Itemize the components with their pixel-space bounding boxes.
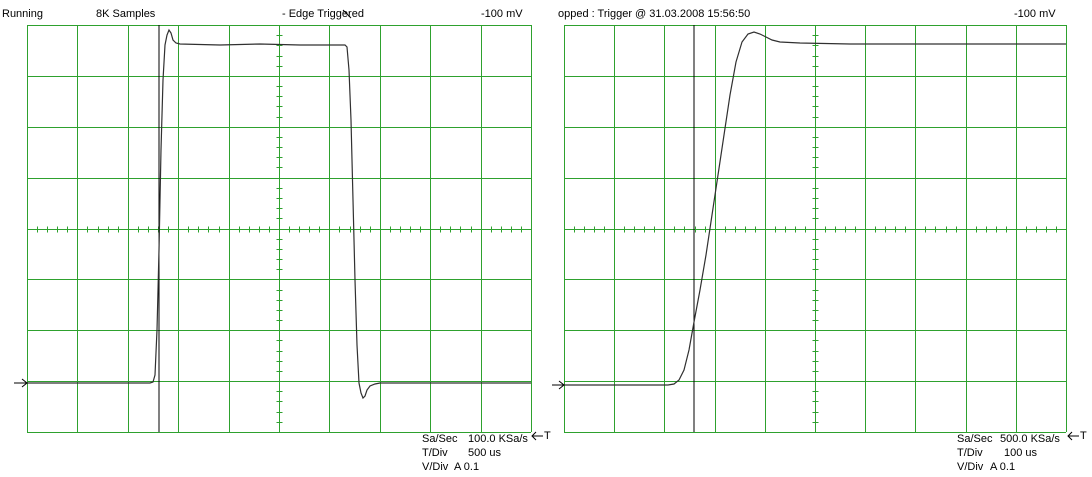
right-status-text: opped : Trigger @ 31.03.2008 15:56:50 [558, 8, 751, 20]
left-ground-marker[interactable] [14, 378, 28, 388]
right-ground-marker[interactable] [552, 380, 565, 390]
left-sa-sec-value: 100.0 KSa/s [468, 433, 528, 445]
left-t-marker: T [544, 430, 551, 442]
right-sa-sec-label: Sa/Sec [957, 433, 993, 445]
right-graticule [564, 25, 1067, 433]
left-v-div-value: A 0.1 [454, 461, 480, 473]
right-t-div-value: 100 us [1004, 447, 1038, 459]
left-sa-sec-label: Sa/Sec [422, 433, 458, 445]
left-status-text: Running [2, 8, 43, 20]
right-waveform-trace [564, 31, 1066, 386]
right-level-text: -100 mV [1014, 8, 1056, 20]
left-t-div-label: T/Div [422, 447, 448, 459]
left-v-div-label: V/Div [422, 461, 449, 473]
left-t-div-value: 500 us [468, 447, 502, 459]
left-t-arrow-icon [531, 431, 543, 441]
left-level-text: -100 mV [481, 8, 523, 20]
right-t-div-label: T/Div [957, 447, 983, 459]
left-graticule [27, 25, 532, 433]
right-v-div-value: A 0.1 [990, 461, 1016, 473]
right-t-arrow-icon [1067, 431, 1079, 441]
left-waveform-trace [27, 28, 531, 400]
falling-edge-icon [342, 9, 352, 19]
right-sa-sec-value: 500.0 KSa/s [1000, 433, 1060, 445]
right-t-marker: T [1080, 430, 1087, 442]
right-v-div-label: V/Div [957, 461, 984, 473]
left-samples-text: 8K Samples [96, 8, 156, 20]
